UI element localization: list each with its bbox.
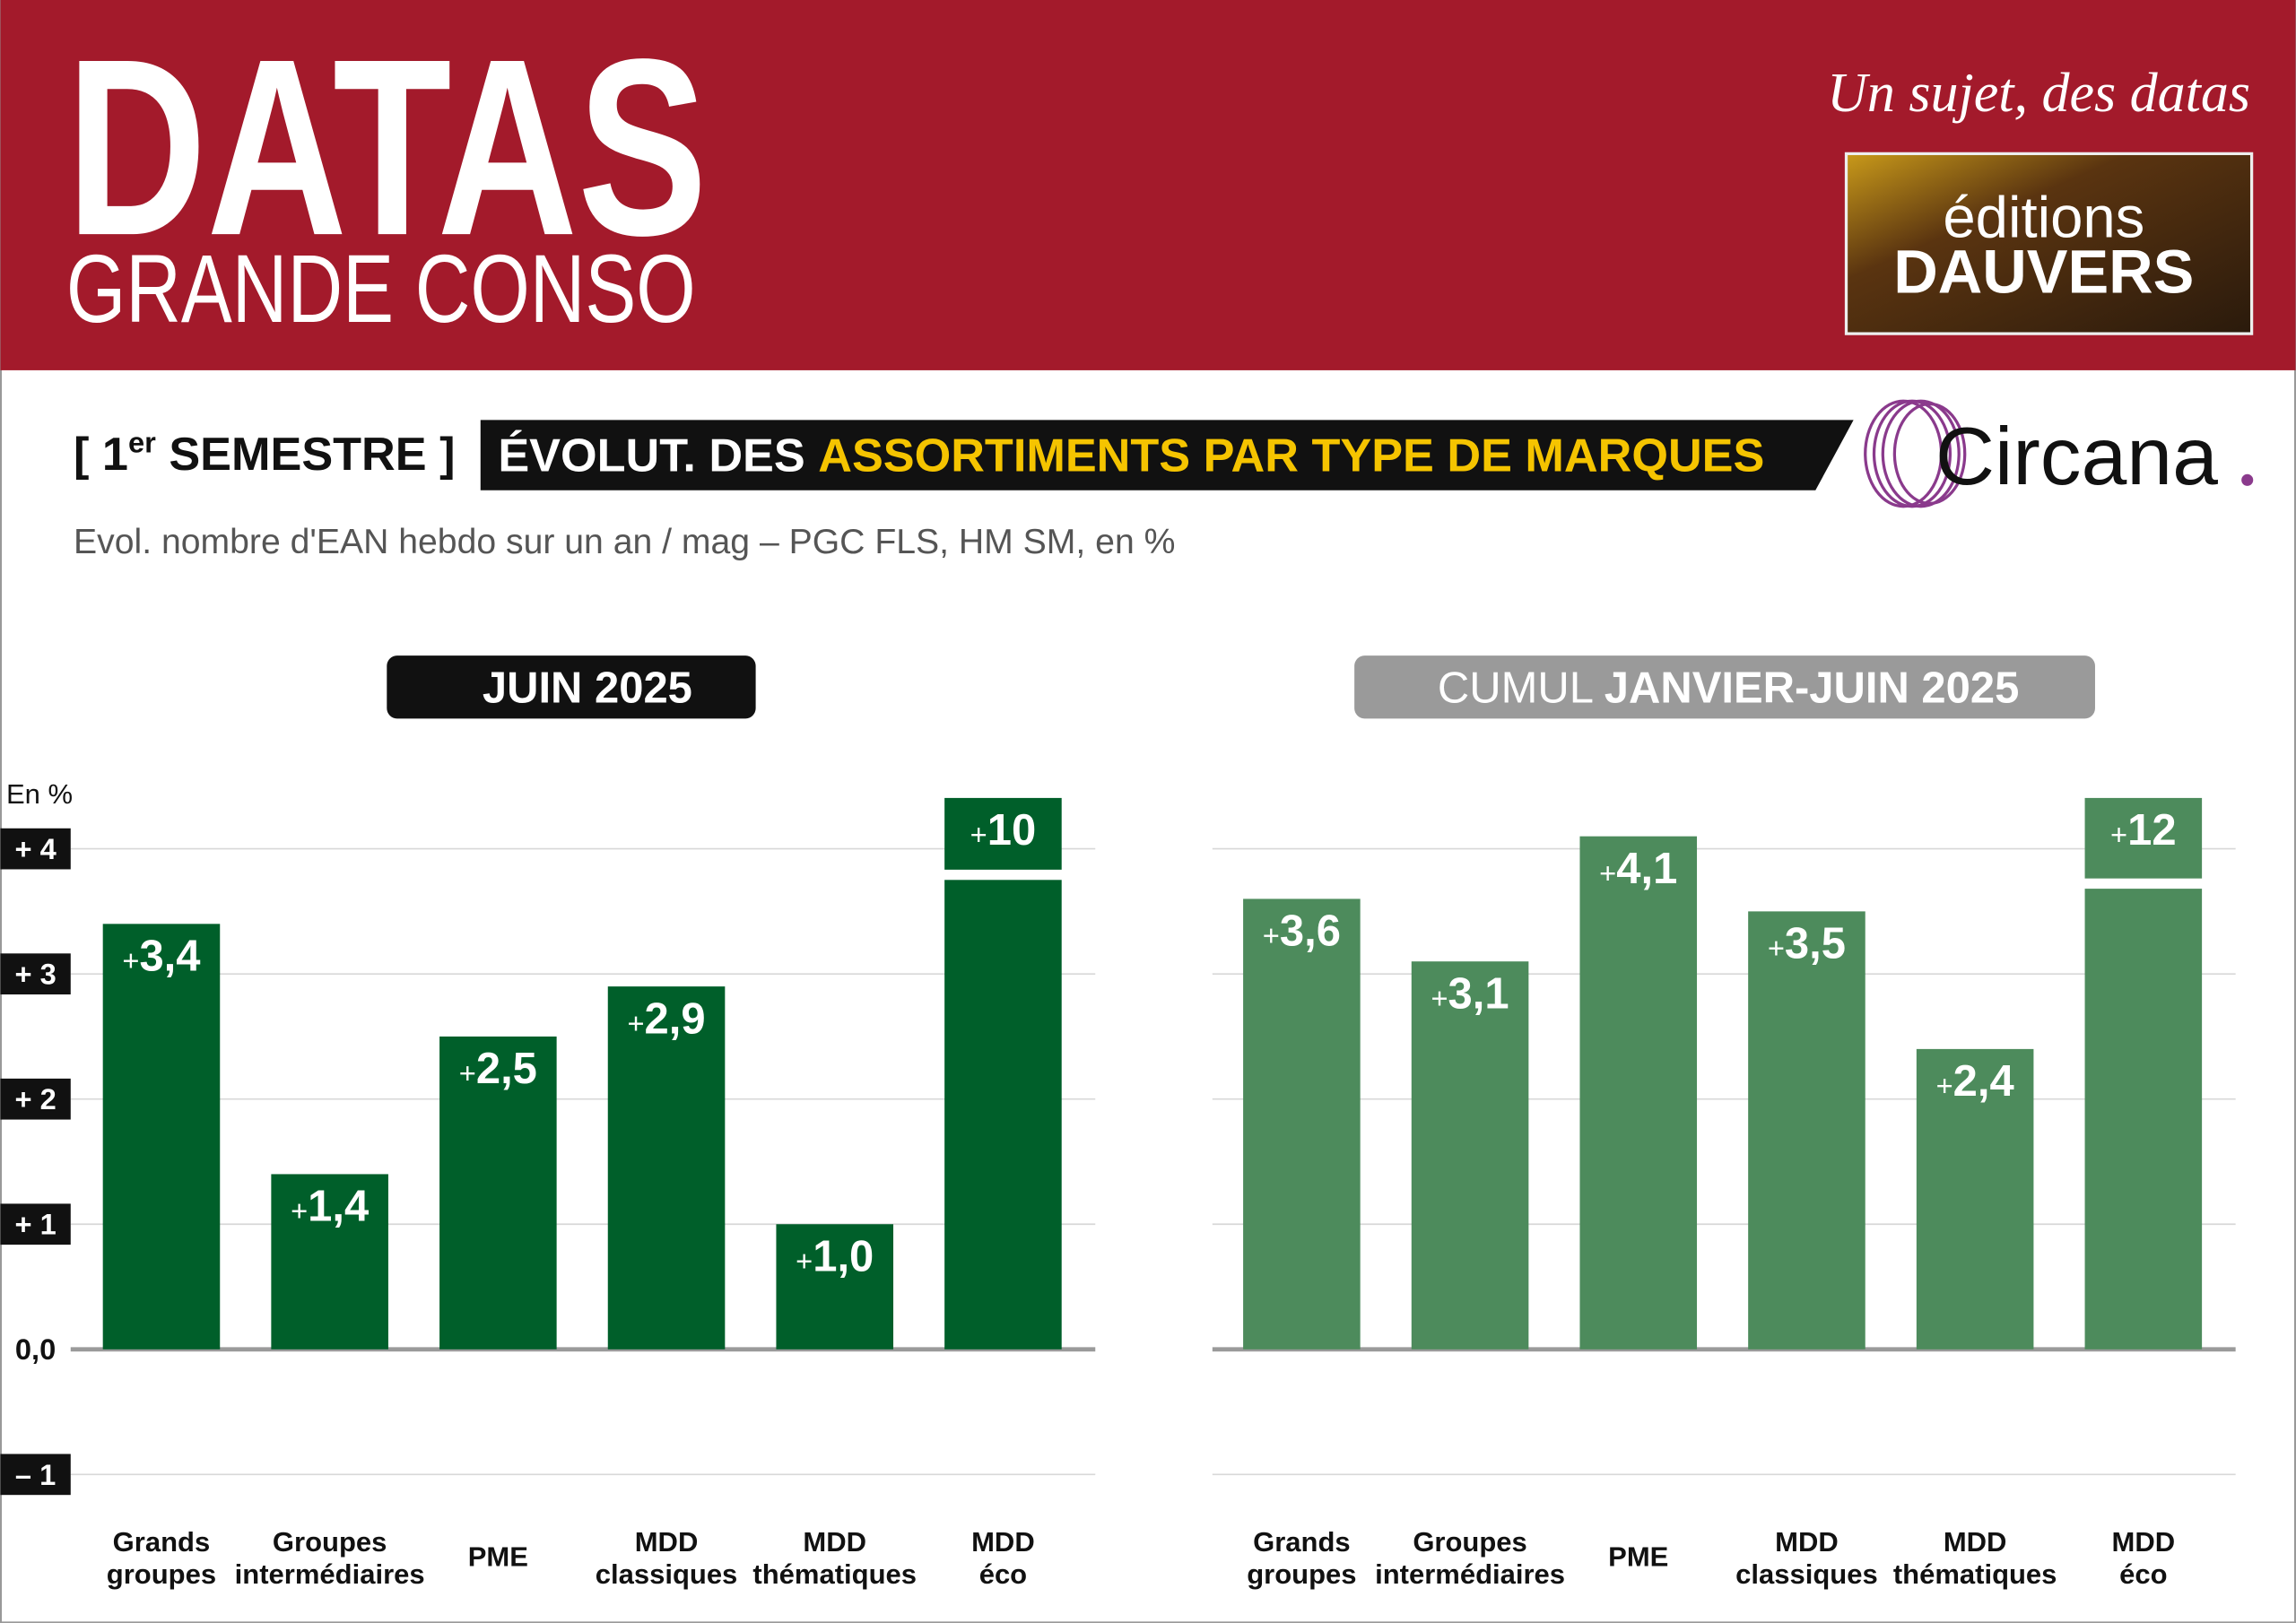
period-open: [ 1 (74, 429, 128, 481)
banner-bg (480, 420, 1854, 490)
header-title: DATAS (66, 7, 708, 288)
axis-break (2083, 878, 2204, 890)
bar (944, 797, 1062, 1350)
bar (776, 1224, 894, 1350)
y-tick-label: + 2 (14, 1082, 56, 1115)
x-tick-label: Groupes intermédiaires (1375, 1526, 1565, 1590)
y-tick-label: 0,0 (15, 1332, 56, 1366)
panel-title: CUMUL JANVIER-JUIN 2025 (1438, 664, 2019, 712)
brand-mark (1864, 399, 1967, 508)
x-tick-label: Grands groupes (107, 1526, 216, 1590)
period: [ 1er SEMESTRE ] (74, 425, 455, 481)
x-tick-label: MDD classiques (1735, 1526, 1878, 1590)
y-tick-box (0, 1078, 71, 1120)
bar (102, 924, 221, 1350)
x-tick-label: MDD classiques (596, 1526, 738, 1590)
banner-title-highlight: ASSORTIMENTS PAR TYPE DE MARQUES (818, 430, 1764, 482)
y-tick-box (0, 1454, 71, 1496)
value-label: +10 (970, 806, 1037, 855)
banner-title: ÉVOLUT. DES ASSORTIMENTS PAR TYPE DE MAR… (498, 430, 1764, 482)
bar (2084, 797, 2203, 1350)
logo-box (1844, 152, 2254, 335)
value-label: +3,4 (122, 933, 200, 981)
y-tick-box (0, 953, 71, 995)
period-sup: er (128, 425, 156, 458)
value-label: +1,4 (291, 1183, 369, 1231)
y-tick-label: + 4 (14, 832, 56, 865)
x-tick-label: MDD thématiques (752, 1526, 917, 1590)
value-label: +4,1 (1599, 845, 1677, 893)
tagline: Un sujet, des datas (1827, 63, 2250, 124)
panel-title: JUIN 2025 (483, 664, 692, 712)
x-tick-label: MDD éco (2112, 1526, 2176, 1590)
bar (1748, 911, 1866, 1350)
brand: Circana (1935, 411, 2218, 502)
value-label: +3,5 (1768, 920, 1846, 968)
axis-break (943, 869, 1064, 881)
x-tick-label: MDD éco (971, 1526, 1035, 1590)
y-tick-box (0, 1203, 71, 1245)
bar (607, 986, 726, 1350)
y-tick-label: – 1 (15, 1458, 56, 1491)
brand-dot (2241, 473, 2254, 486)
panel-title-bg (387, 655, 756, 719)
x-tick-label: PME (1608, 1541, 1668, 1572)
bar (1243, 898, 1361, 1350)
x-tick-label: MDD thématiques (1893, 1526, 2057, 1590)
bar (1411, 961, 1529, 1350)
value-label: +2,9 (627, 994, 705, 1043)
bar (1579, 836, 1698, 1350)
value-label: +2,5 (459, 1045, 537, 1093)
period-close: SEMESTRE ] (156, 429, 456, 481)
header-subtitle: GRANDE CONSO (66, 234, 696, 343)
y-tick-label: + 3 (14, 958, 56, 991)
bar (439, 1036, 557, 1350)
y-tick-label: + 1 (14, 1208, 56, 1241)
value-label: +3,6 (1263, 907, 1341, 956)
x-tick-label: Grands groupes (1247, 1526, 1356, 1590)
y-axis-label: En % (6, 778, 73, 810)
y-tick-box (0, 828, 71, 870)
value-label: +2,4 (1936, 1057, 2014, 1106)
logo-line: éditions (1943, 184, 2144, 249)
subtitle: Evol. nombre d'EAN hebdo sur un an / mag… (74, 523, 1175, 561)
value-label: +3,1 (1431, 969, 1509, 1018)
logo-line: DAUVERS (1893, 237, 2194, 306)
bar (271, 1174, 388, 1350)
panel-title-bg (1354, 655, 2095, 719)
value-label: +12 (2110, 806, 2177, 855)
x-tick-label: Groupes intermédiaires (235, 1526, 425, 1590)
x-tick-label: PME (468, 1541, 528, 1572)
banner-title-start: ÉVOLUT. DES (498, 430, 818, 482)
bar (1916, 1048, 2034, 1350)
value-label: +1,0 (796, 1232, 874, 1280)
